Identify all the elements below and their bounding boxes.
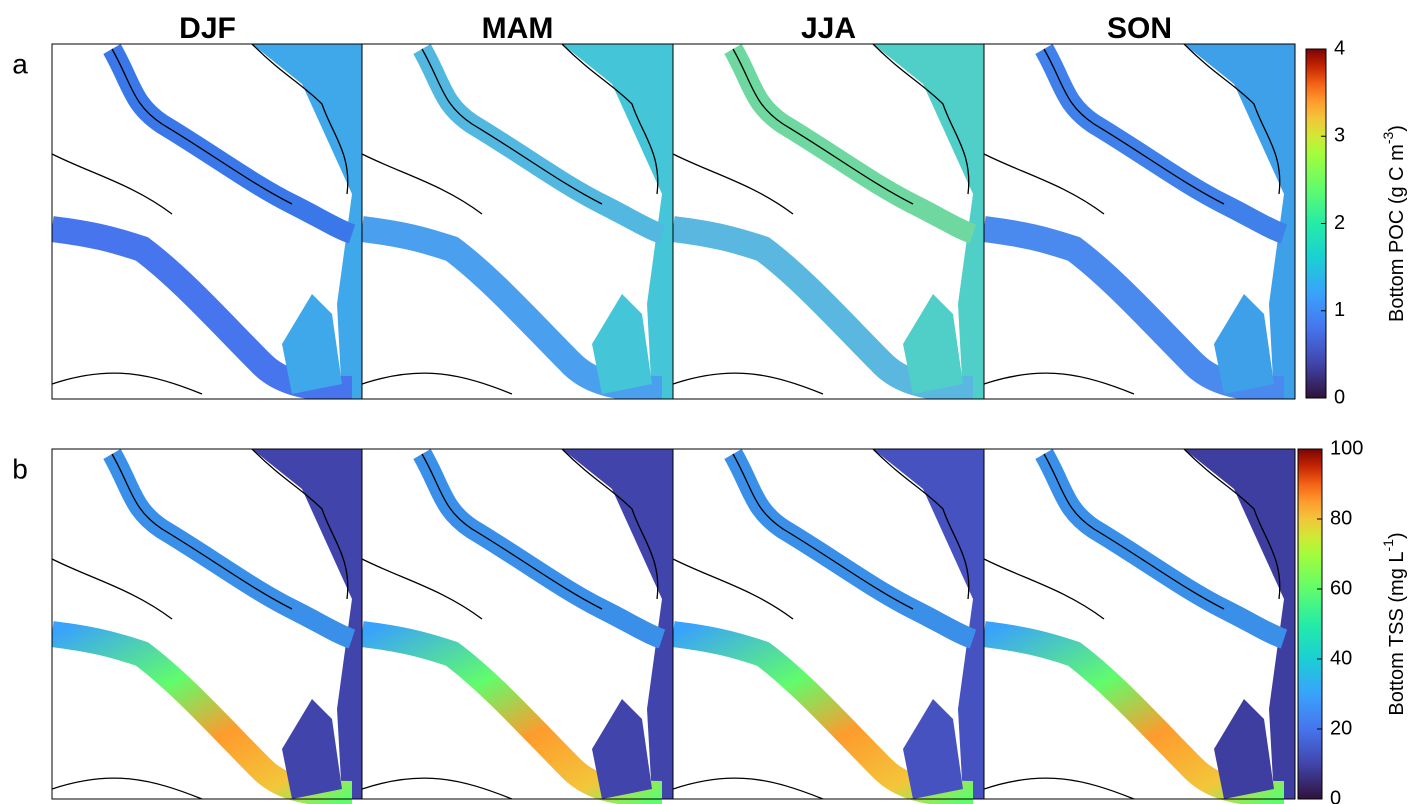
colorbar-tick-label: 0 xyxy=(1330,787,1341,804)
lower-bay xyxy=(282,294,342,394)
lower-bay xyxy=(903,294,963,394)
panel-label: a xyxy=(12,48,28,79)
map-panel xyxy=(362,449,673,804)
coastline xyxy=(52,44,349,395)
map-panel xyxy=(984,449,1295,804)
colorbar-tick-label: 1 xyxy=(1334,299,1345,321)
colorbar-label-end: ) xyxy=(1386,125,1408,132)
ocean xyxy=(562,44,673,399)
lower-bay xyxy=(903,699,963,799)
colorbar-tick-label: 40 xyxy=(1330,647,1352,669)
colorbar-tick-label: 4 xyxy=(1334,37,1345,59)
season-title: MAM xyxy=(482,12,554,45)
coastline xyxy=(362,449,659,800)
colorbar-tick-label: 3 xyxy=(1334,125,1345,147)
colorbar-label-main: Bottom TSS (mg L xyxy=(1386,551,1408,715)
map-panel xyxy=(52,449,363,804)
coastline xyxy=(984,449,1281,800)
colorbar-tick-label: 60 xyxy=(1330,577,1352,599)
lower-bay xyxy=(1214,294,1274,394)
colorbar-tick-label: 20 xyxy=(1330,717,1352,739)
lower-bay xyxy=(1214,699,1274,799)
colorbar-label-end: ) xyxy=(1386,532,1408,539)
colorbar-tick-label: 0 xyxy=(1334,386,1345,408)
map-panel xyxy=(362,44,673,399)
map-panel xyxy=(673,44,984,399)
season-title: SON xyxy=(1107,12,1172,45)
coastline xyxy=(52,449,349,800)
map-panel xyxy=(984,44,1295,399)
colorbar-tick-label: 80 xyxy=(1330,507,1352,529)
lower-bay xyxy=(592,294,652,394)
colorbar-tick-label: 100 xyxy=(1330,437,1363,459)
panel-border xyxy=(983,43,1296,400)
lower-bay xyxy=(592,699,652,799)
ocean xyxy=(873,449,984,799)
panel-border xyxy=(983,448,1296,800)
ocean xyxy=(873,44,984,399)
colorbar xyxy=(1297,448,1323,800)
lower-bay xyxy=(282,699,342,799)
ocean xyxy=(252,449,363,799)
coastline xyxy=(984,44,1281,395)
colorbar-label: Bottom TSS (mg L-1) xyxy=(1380,532,1409,715)
colorbar-label-sup: -1 xyxy=(1380,539,1396,552)
map-panel xyxy=(673,449,984,804)
map-panel xyxy=(52,44,363,399)
ocean xyxy=(1184,44,1295,399)
ocean xyxy=(252,44,363,399)
colorbar-label-sup: -3 xyxy=(1380,131,1396,144)
colorbar-tick-label: 2 xyxy=(1334,212,1345,234)
coastline xyxy=(362,44,659,395)
coastline xyxy=(673,44,970,395)
colorbar-label-main: Bottom POC (g C m xyxy=(1386,144,1408,322)
coastline xyxy=(673,449,970,800)
season-title: DJF xyxy=(179,12,236,45)
ocean xyxy=(562,449,673,799)
season-title: JJA xyxy=(801,12,856,45)
panel-label: b xyxy=(12,453,28,484)
ocean xyxy=(1184,449,1295,799)
colorbar-label: Bottom POC (g C m-3) xyxy=(1380,125,1409,322)
